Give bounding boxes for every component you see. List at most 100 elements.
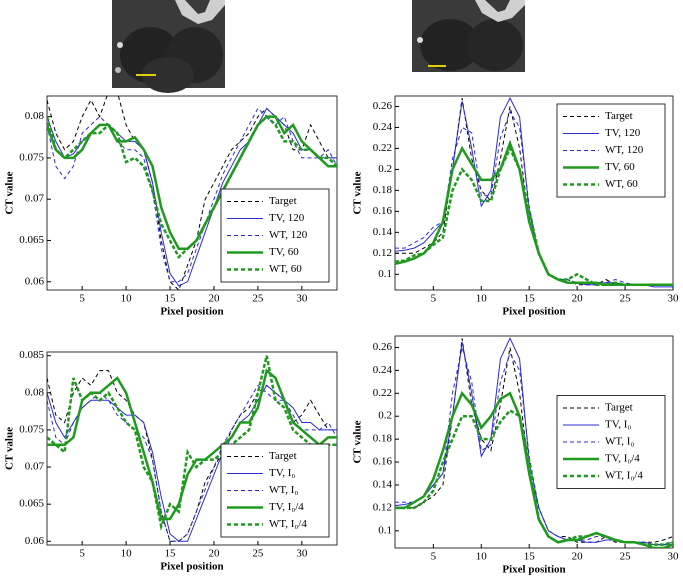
plot-frame: [394, 335, 674, 549]
legend-label: TV, 120: [269, 212, 305, 224]
legend: Target TV, I₀ WT, I₀ TV, I₀/4 WT, I₀/4: [556, 395, 666, 489]
y-tick-label: 0.07: [25, 461, 45, 473]
legend-label: TV, 120: [605, 127, 641, 139]
plot-frame: [394, 95, 674, 291]
y-axis-label: CT value: [352, 171, 364, 214]
series-line: [47, 355, 337, 531]
y-tick-label: 0.18: [373, 184, 393, 196]
y-tick-label: 0.08: [25, 386, 45, 398]
legend-label: Target: [605, 402, 633, 414]
y-tick-label: 0.12: [373, 501, 392, 513]
legend-box: [220, 443, 330, 538]
y-axis-label: CT value: [4, 427, 16, 470]
legend-label: TV, I₀: [605, 419, 631, 431]
legend-label: TV, 60: [605, 161, 635, 173]
x-axis-label: Pixel position: [502, 564, 565, 576]
legend-label: WT, 60: [605, 178, 638, 190]
y-tick-label: 0.22: [373, 387, 392, 399]
chart-panel: 0.06 0.065 0.07 0.075 0.08 0.085 5 10 15 20 25 30 Pi…: [4, 349, 338, 573]
series-line: [395, 408, 673, 546]
legend-label: WT, 120: [269, 229, 308, 241]
legend-label: TV, 60: [269, 246, 299, 258]
legend-label: WT, 120: [605, 144, 644, 156]
y-tick-label: 0.1: [378, 524, 392, 536]
legend-label: WT, I₀/4: [269, 518, 307, 530]
legend-label: Target: [269, 195, 297, 207]
x-tick-label: 5: [79, 293, 85, 305]
x-tick-label: 15: [524, 551, 536, 563]
x-tick-label: 15: [165, 293, 177, 305]
series-line: [47, 96, 337, 290]
legend-label: WT, 60: [269, 263, 302, 275]
x-tick-label: 10: [476, 551, 488, 563]
x-tick-label: 15: [165, 548, 177, 560]
x-tick-label: 10: [476, 293, 488, 305]
y-tick-label: 0.065: [19, 498, 44, 510]
x-tick-label: 30: [668, 293, 680, 305]
series-line: [395, 110, 673, 286]
y-tick-label: 0.18: [373, 433, 393, 445]
y-tick-label: 0.22: [373, 142, 392, 154]
series-line: [47, 114, 337, 260]
y-tick-label: 0.06: [25, 535, 45, 547]
x-tick-label: 25: [252, 293, 264, 305]
x-tick-label: 25: [620, 551, 632, 563]
legend-box: [220, 188, 330, 283]
x-tick-label: 10: [121, 548, 133, 560]
y-tick-label: 0.06: [25, 275, 45, 287]
y-tick-label: 0.16: [373, 456, 393, 468]
x-tick-label: 20: [572, 551, 584, 563]
y-tick-label: 0.14: [373, 479, 393, 491]
y-tick-label: 0.24: [373, 121, 393, 133]
legend-label: WT, I₀/4: [605, 470, 643, 482]
x-tick-label: 25: [620, 293, 632, 305]
y-tick-label: 0.08: [25, 110, 45, 122]
y-tick-label: 0.075: [19, 423, 44, 435]
legend-box: [556, 395, 666, 489]
y-tick-label: 0.065: [19, 234, 44, 246]
series-line: [47, 384, 337, 542]
legend-label: Target: [605, 110, 633, 122]
y-axis-label: CT value: [4, 171, 16, 214]
x-tick-label: 15: [524, 293, 536, 305]
legend: Target TV, 120 WT, 120 TV, 60 WT, 60: [220, 188, 330, 283]
x-tick-label: 5: [431, 293, 437, 305]
y-tick-label: 0.2: [378, 163, 392, 175]
x-tick-label: 10: [121, 293, 133, 305]
y-tick-label: 0.2: [378, 410, 392, 422]
legend: Target TV, I₀ WT, I₀ TV, I₀/4 WT, I₀/4: [220, 443, 330, 538]
legend-label: TV, I₀/4: [605, 453, 640, 465]
y-tick-label: 0.26: [373, 341, 393, 353]
legend: Target TV, 120 WT, 120 TV, 60 WT, 60: [556, 103, 666, 198]
legend-label: WT, I₀: [269, 484, 298, 496]
x-tick-label: 30: [296, 548, 308, 560]
chart-panel: 0.1 0.12 0.14 0.16 0.18 0.2 0.22 0.24 0.26 5 10 15 2…: [352, 95, 680, 318]
y-axis-label: CT value: [352, 420, 364, 463]
plot-frame: [46, 95, 338, 291]
x-tick-label: 25: [252, 548, 264, 560]
series-line: [395, 145, 673, 287]
legend-label: WT, I₀: [605, 436, 634, 448]
x-tick-label: 20: [572, 293, 584, 305]
ct-image-right: [412, 0, 525, 72]
y-tick-label: 0.1: [378, 268, 392, 280]
legend-label: Target: [269, 450, 297, 462]
chart-panel: 0.1 0.12 0.14 0.16 0.18 0.2 0.22 0.24 0.26 5 10 15 2…: [352, 335, 679, 576]
y-tick-label: 0.24: [373, 364, 393, 376]
x-axis-label: Pixel position: [502, 306, 565, 318]
x-tick-label: 20: [208, 293, 220, 305]
legend-label: TV, I₀: [269, 467, 295, 479]
x-axis-label: Pixel position: [160, 561, 223, 573]
y-tick-label: 0.085: [19, 349, 44, 361]
series-line: [47, 368, 337, 521]
y-tick-label: 0.07: [25, 193, 45, 205]
y-tick-label: 0.075: [19, 151, 44, 163]
y-tick-label: 0.16: [373, 205, 393, 217]
x-axis-label: Pixel position: [160, 306, 223, 318]
y-tick-label: 0.14: [373, 226, 393, 238]
legend-label: TV, I₀/4: [269, 501, 304, 513]
x-tick-label: 20: [208, 548, 220, 560]
plot-frame: [46, 351, 338, 546]
legend-box: [556, 103, 666, 198]
